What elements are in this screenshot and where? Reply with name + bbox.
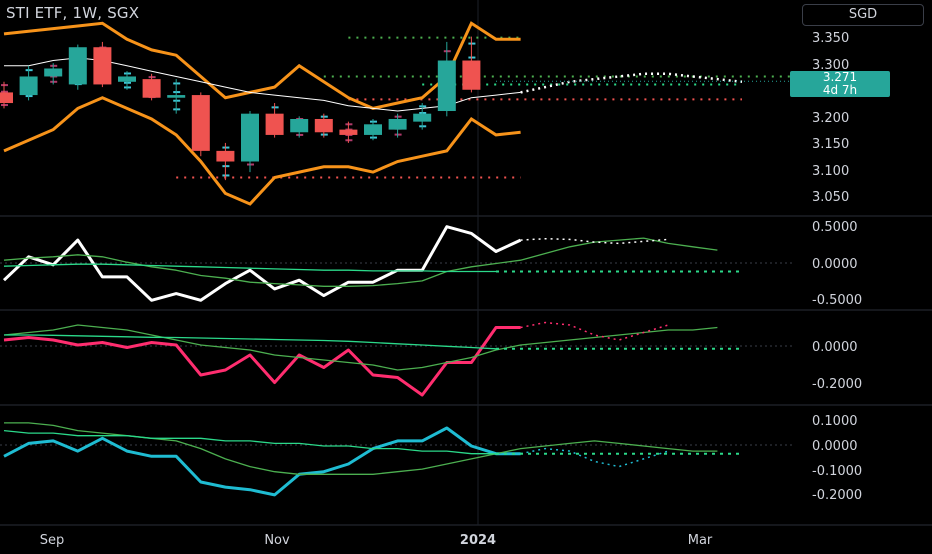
oscillator-signal-line [3, 237, 718, 287]
candle-body [413, 113, 432, 122]
upper-band-line [3, 21, 521, 110]
last-price-tag: 3.271 4d 7h [790, 71, 890, 97]
candle-body [462, 60, 481, 90]
oscillator-forecast-line [520, 321, 669, 341]
candle-body [388, 118, 407, 130]
y-tick-label: -0.1000 [812, 464, 862, 479]
oscillator-baseline [3, 429, 496, 455]
candle-body [265, 113, 284, 135]
y-tick-label: -0.5000 [812, 293, 862, 308]
y-tick-label: 0.0000 [812, 257, 858, 272]
y-tick-label: 3.050 [812, 190, 849, 205]
candle-body [167, 95, 186, 98]
oscillator-baseline [4, 334, 497, 350]
candle-body [19, 76, 38, 96]
y-tick-label: 3.150 [812, 137, 849, 152]
y-tick-label: 0.0000 [812, 439, 858, 454]
oscillator-main-line [3, 426, 521, 497]
candle-body [118, 76, 136, 82]
x-tick-label: Mar [688, 533, 713, 548]
y-tick-label: 0.0000 [812, 340, 858, 355]
x-tick-label: 2024 [460, 533, 496, 548]
y-tick-label: 3.350 [812, 31, 849, 46]
y-tick-label: -0.2000 [812, 488, 862, 503]
candle-body [216, 150, 235, 162]
forecast-dotted-line [520, 72, 743, 94]
candle-body [314, 118, 333, 133]
oscillator-panel-2 [3, 321, 742, 397]
candle-body [339, 129, 358, 135]
y-tick-label: 0.1000 [812, 414, 858, 429]
oscillator-panel-3 [3, 422, 742, 497]
last-price-value: 3.271 [822, 70, 858, 84]
oscillator-signal-line [3, 324, 718, 371]
x-tick-label: Nov [264, 533, 290, 548]
candle-body [241, 113, 259, 162]
y-tick-label: 0.5000 [812, 220, 858, 235]
oscillator-forecast-line [520, 237, 669, 245]
y-tick-label: 3.200 [812, 111, 849, 126]
x-tick-label: Sep [40, 533, 65, 548]
candle-body [290, 118, 309, 133]
y-tick-label: 3.300 [812, 58, 849, 73]
bar-countdown: 4d 7h [822, 83, 858, 97]
lower-band-line [3, 96, 521, 206]
candle-body [93, 47, 112, 85]
oscillator-main-line [2, 225, 522, 302]
currency-selector[interactable]: SGD [802, 4, 924, 26]
chart-title: STI ETF, 1W, SGX [6, 4, 140, 22]
candle-body [191, 95, 210, 151]
y-tick-label: -0.2000 [812, 377, 862, 392]
oscillator-signal-line [4, 422, 718, 475]
candle-body [44, 68, 63, 77]
price-panel [0, 21, 792, 206]
candle-body [364, 124, 382, 135]
candle-body [437, 60, 456, 112]
y-tick-label: 3.100 [812, 164, 849, 179]
oscillator-baseline [3, 263, 496, 273]
candle-body [142, 79, 161, 98]
oscillator-panel-1 [2, 225, 742, 302]
moving-average-line [4, 57, 521, 112]
oscillator-main-line [3, 326, 521, 397]
candle-body [68, 47, 87, 85]
candle-body [0, 92, 13, 104]
oscillator-forecast-line [520, 447, 669, 468]
axis-layer: 3.3503.3003.2503.2003.1503.1003.0500.500… [40, 31, 862, 548]
